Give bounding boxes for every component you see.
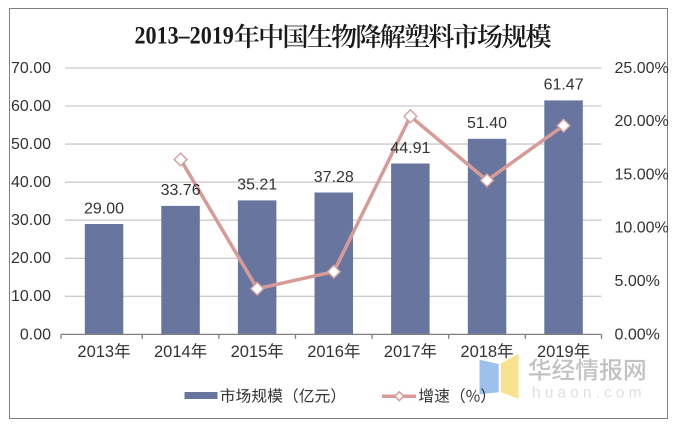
- svg-text:35.21: 35.21: [237, 177, 277, 194]
- svg-text:44.91: 44.91: [390, 140, 430, 157]
- svg-text:2014: 2014: [154, 343, 191, 361]
- svg-text:50.00: 50.00: [11, 136, 51, 153]
- svg-text:40.00: 40.00: [11, 174, 51, 191]
- svg-text:2015: 2015: [231, 343, 268, 361]
- svg-text:2019: 2019: [537, 343, 574, 361]
- svg-text:2018: 2018: [460, 343, 497, 361]
- svg-text:2017: 2017: [384, 343, 421, 361]
- svg-text:2013–2019: 2013–2019: [135, 23, 234, 50]
- svg-text:10.00: 10.00: [11, 288, 51, 305]
- svg-text:51.40: 51.40: [467, 115, 507, 132]
- svg-text:37.28: 37.28: [314, 169, 354, 186]
- svg-text:5.00%: 5.00%: [615, 273, 660, 290]
- svg-text:20.00%: 20.00%: [615, 113, 669, 130]
- svg-text:60.00: 60.00: [11, 98, 51, 115]
- svg-text:0.00: 0.00: [20, 326, 51, 343]
- svg-text:61.47: 61.47: [544, 77, 584, 94]
- svg-text:huaon.com: huaon.com: [532, 384, 646, 401]
- svg-text:29.00: 29.00: [84, 200, 124, 217]
- svg-text:2016: 2016: [307, 343, 344, 361]
- svg-text:33.76: 33.76: [161, 182, 201, 199]
- svg-text:25.00%: 25.00%: [615, 60, 669, 77]
- svg-text:15.00%: 15.00%: [615, 167, 669, 184]
- svg-text:0.00%: 0.00%: [615, 326, 660, 343]
- svg-text:10.00%: 10.00%: [615, 220, 669, 237]
- svg-text:20.00: 20.00: [11, 250, 51, 267]
- svg-text:2013: 2013: [77, 343, 114, 361]
- svg-text:70.00: 70.00: [11, 60, 51, 77]
- svg-text:30.00: 30.00: [11, 212, 51, 229]
